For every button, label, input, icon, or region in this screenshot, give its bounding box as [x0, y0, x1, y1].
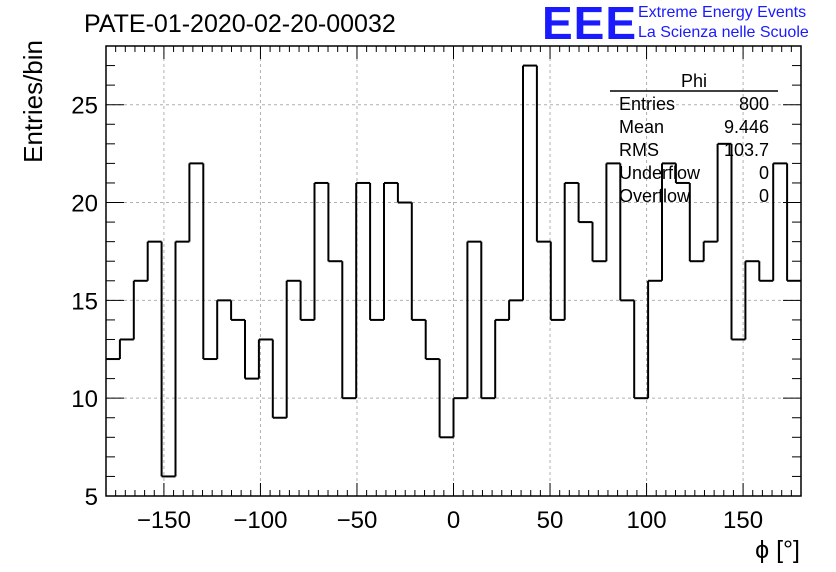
stats-value: 103.7 — [724, 140, 769, 160]
stats-value: 0 — [759, 163, 769, 183]
eee-logo: EEE — [542, 0, 638, 49]
x-tick-label: 0 — [447, 507, 460, 534]
x-tick-label: 150 — [723, 507, 763, 534]
stats-value: 0 — [759, 186, 769, 206]
stats-label: Underflow — [619, 163, 701, 183]
x-tick-label: 50 — [537, 507, 564, 534]
logo-tagline-2: La Scienza nelle Scuole — [638, 24, 809, 41]
x-tick-label: 100 — [627, 507, 667, 534]
stats-label: Overflow — [619, 186, 691, 206]
y-tick-label: 5 — [85, 484, 98, 511]
logo-tagline-1: Extreme Energy Events — [638, 4, 807, 21]
y-tick-label: 15 — [71, 288, 98, 315]
y-tick-label: 10 — [71, 386, 98, 413]
stats-value: 9.446 — [724, 117, 769, 137]
axis-ticks — [106, 45, 801, 496]
stats-title: Phi — [681, 71, 707, 91]
x-tick-labels: −150 −100 −50 0 50 100 150 — [137, 507, 763, 534]
histogram-steps — [106, 64, 801, 478]
chart-title: PATE-01-2020-02-20-00032 — [84, 10, 396, 38]
stats-box: Phi Entries 800 Mean 9.446 RMS 103.7 Underflow 0… — [610, 71, 778, 206]
x-tick-label: −100 — [233, 507, 287, 534]
x-tick-label: −150 — [137, 507, 191, 534]
y-tick-labels: 5 10 15 20 25 — [71, 93, 98, 511]
stats-label: Mean — [619, 117, 664, 137]
stats-label: Entries — [619, 94, 675, 114]
x-tick-label: −50 — [337, 507, 378, 534]
y-tick-label: 25 — [71, 93, 98, 120]
y-axis-label: Entries/bin — [18, 40, 48, 163]
stats-label: RMS — [619, 140, 659, 160]
x-axis-label: ϕ [°] — [755, 536, 800, 564]
y-tick-label: 20 — [71, 191, 98, 218]
stats-value: 800 — [739, 94, 769, 114]
